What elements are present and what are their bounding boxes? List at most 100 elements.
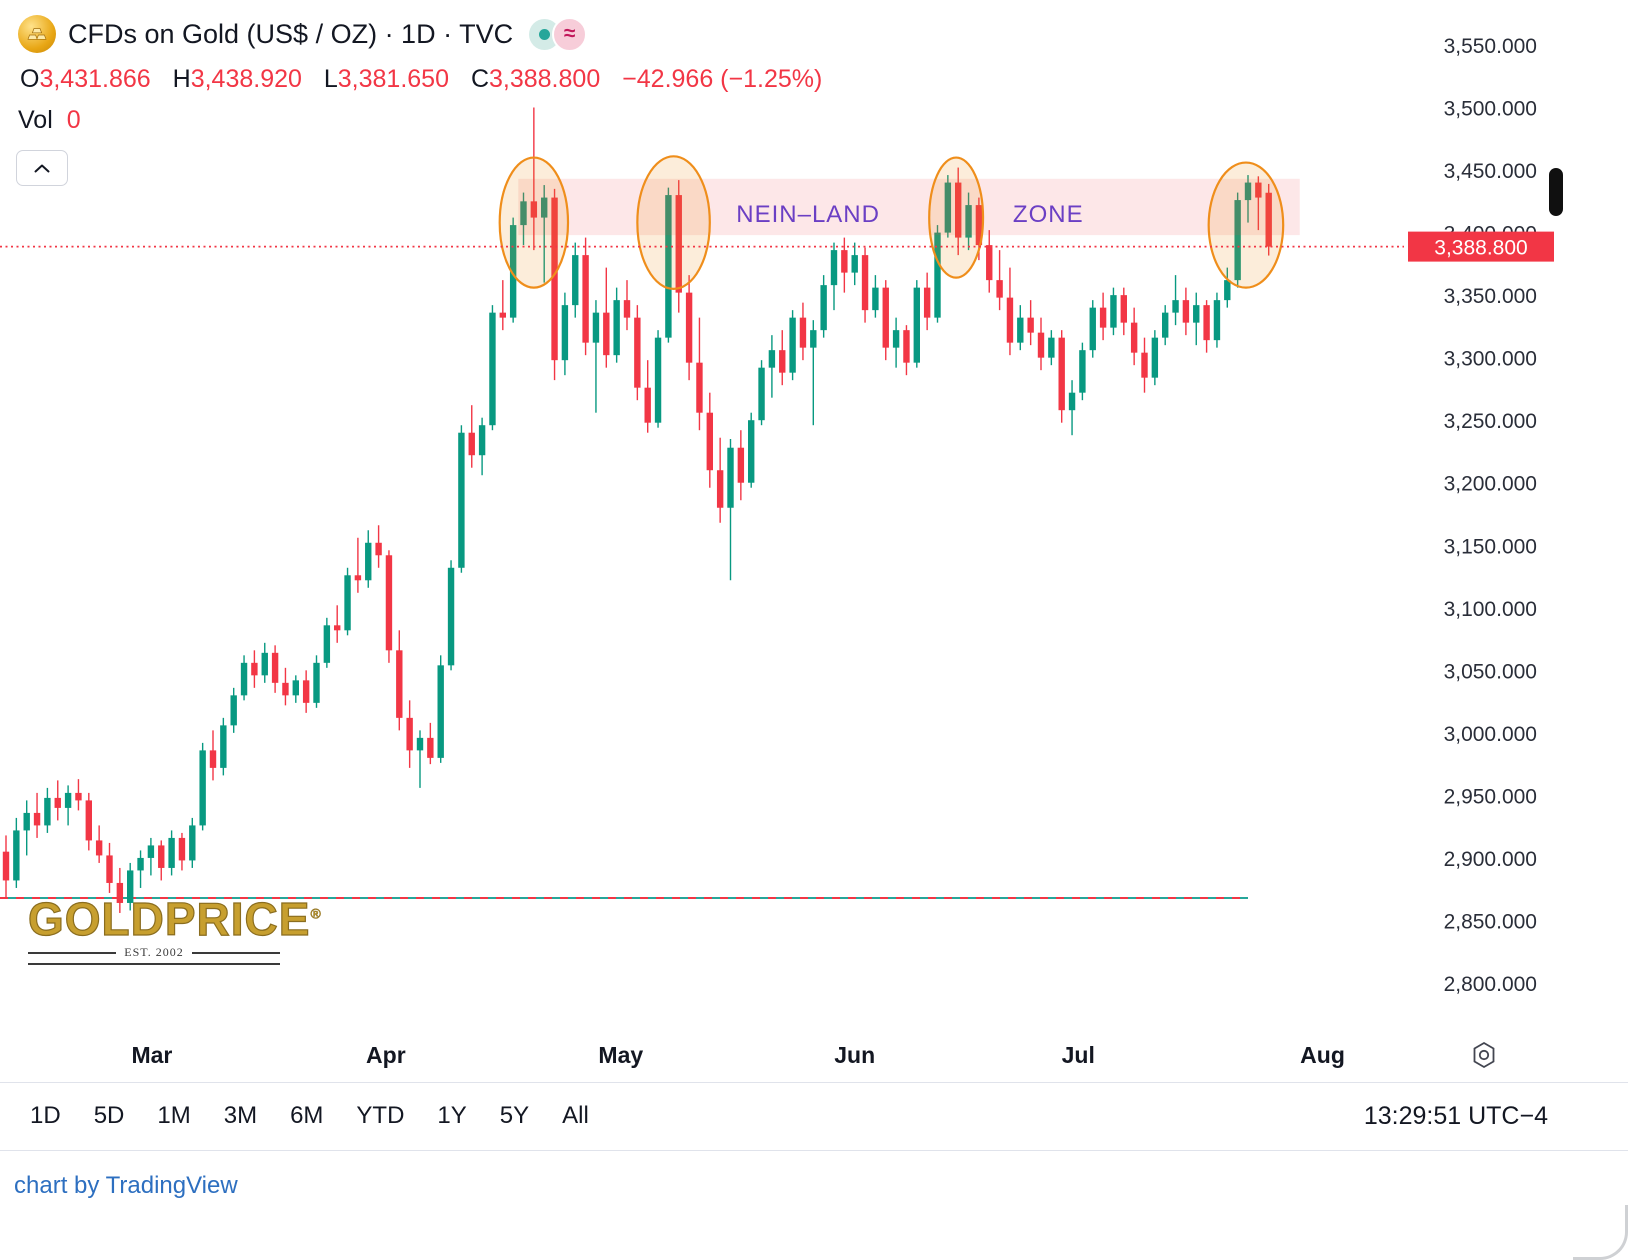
candle-up: [13, 817, 20, 888]
candle-up: [654, 330, 662, 428]
highlight-ellipse[interactable]: [1207, 161, 1285, 289]
range-button-all[interactable]: All: [562, 1102, 589, 1129]
range-button-1y[interactable]: 1Y: [437, 1102, 467, 1129]
chevron-up-icon: [34, 164, 50, 172]
candle-down: [1203, 300, 1210, 353]
gold-instrument-icon[interactable]: [18, 15, 56, 53]
low-value: 3,381.650: [337, 65, 449, 93]
candle-down: [1120, 287, 1127, 336]
scrollbar-thumb[interactable]: [1549, 168, 1563, 216]
candle-up: [944, 175, 952, 238]
candle-up: [1068, 380, 1076, 436]
candle-down: [882, 280, 889, 361]
candle-down: [271, 645, 279, 693]
candle-up: [872, 275, 879, 318]
candle-up: [23, 800, 30, 856]
candle-down: [737, 430, 745, 501]
candle-down: [644, 360, 651, 433]
range-button-5y[interactable]: 5Y: [499, 1102, 530, 1129]
close-label: C: [470, 65, 489, 93]
range-button-ytd[interactable]: YTD: [356, 1102, 405, 1129]
candle-down: [282, 667, 289, 706]
zone-label-1: NEIN–LAND: [736, 201, 880, 228]
candle-down: [1265, 183, 1272, 256]
collapse-legend-button[interactable]: [16, 150, 68, 186]
candle-up: [1213, 292, 1221, 348]
price-axis-label: 3,350.000: [1444, 285, 1537, 308]
nein-land-zone[interactable]: [518, 178, 1300, 236]
candle-up: [489, 305, 496, 431]
open-value: 3,431.866: [39, 65, 151, 93]
candle-up: [1234, 192, 1241, 288]
highlight-ellipse[interactable]: [928, 156, 985, 279]
candle-up: [1244, 175, 1252, 223]
candle-up: [44, 787, 51, 833]
price-axis-label: 3,300.000: [1444, 348, 1537, 371]
price-axis-label: 3,050.000: [1444, 660, 1537, 683]
price-axis-label: 3,100.000: [1444, 598, 1537, 621]
candle-up: [892, 317, 900, 368]
candle-up: [520, 192, 527, 246]
candle-down: [634, 305, 641, 401]
window-corner: [1573, 1205, 1628, 1260]
candle-down: [861, 247, 869, 323]
candlestick-chart[interactable]: NEIN–LAND ZONE 3,550.000 3,500.000 3,450.000…: [0, 0, 1628, 1080]
candle-down: [302, 670, 310, 713]
candle-up: [727, 438, 734, 581]
goldprice-logo-text: GOLDPRICE®: [27, 893, 322, 945]
low-label: L: [323, 65, 338, 93]
range-button-1d[interactable]: 1D: [30, 1102, 61, 1129]
candle-up: [592, 300, 600, 413]
session-clock[interactable]: 13:29:51 UTC−4: [1363, 1101, 1548, 1130]
candle-up: [323, 617, 331, 668]
range-button-5d[interactable]: 5D: [93, 1102, 125, 1129]
candle-down: [903, 325, 910, 376]
tradingview-attribution-link[interactable]: chart by TradingView: [14, 1172, 238, 1199]
candle-up: [127, 862, 134, 911]
candle-down: [2, 835, 10, 898]
range-button-6m[interactable]: 6M: [290, 1102, 324, 1129]
candle-down: [799, 302, 807, 361]
change-value: −42.966 (−1.25%): [622, 65, 823, 93]
candle-up: [1151, 330, 1159, 386]
candle-up: [541, 185, 548, 283]
candle-down: [406, 700, 413, 768]
candle-down: [75, 779, 82, 811]
toolbar-bottom-divider: [0, 1150, 1628, 1151]
candle-up: [365, 530, 372, 588]
price-axis-label: 3,150.000: [1444, 535, 1537, 558]
highlight-ellipse[interactable]: [498, 156, 570, 289]
candle-down: [986, 230, 993, 293]
candle-up: [509, 217, 517, 323]
gold-bars-icon: [27, 28, 47, 40]
time-axis-label: Mar: [131, 1042, 172, 1068]
candle-down: [116, 867, 124, 913]
time-axis-label: Aug: [1300, 1042, 1345, 1068]
candle-down: [623, 280, 631, 331]
chart-legend: CFDs on Gold (US$ / OZ) · 1D · TVC ≈ O3,…: [18, 12, 822, 135]
highlight-ellipse[interactable]: [636, 155, 711, 290]
symbol-title[interactable]: CFDs on Gold (US$ / OZ) · 1D · TVC: [68, 18, 514, 49]
price-axis-label: 3,250.000: [1444, 410, 1537, 433]
candle-up: [768, 335, 776, 398]
volume-label: Vol: [18, 106, 53, 134]
candle-down: [706, 392, 713, 488]
timezone-settings-icon[interactable]: [1469, 1040, 1499, 1070]
symbol-badges: ≈: [529, 16, 588, 52]
candle-down: [158, 840, 165, 881]
range-button-3m[interactable]: 3M: [223, 1102, 258, 1129]
open-label: O: [20, 65, 40, 93]
candle-up: [230, 687, 237, 733]
time-axis-label: Jul: [1062, 1042, 1095, 1068]
candle-up: [1048, 330, 1055, 366]
toolbar-top-divider: [0, 1082, 1628, 1083]
ideas-badge-icon[interactable]: ≈: [552, 16, 588, 52]
price-axis-label: 2,800.000: [1444, 973, 1537, 996]
candle-down: [696, 317, 703, 431]
range-button-1m[interactable]: 1M: [157, 1102, 191, 1129]
candle-up: [1110, 287, 1117, 336]
candle-up: [64, 785, 72, 826]
candle-down: [955, 167, 962, 256]
volume-value: 0: [66, 106, 81, 134]
candle-up: [137, 850, 144, 888]
